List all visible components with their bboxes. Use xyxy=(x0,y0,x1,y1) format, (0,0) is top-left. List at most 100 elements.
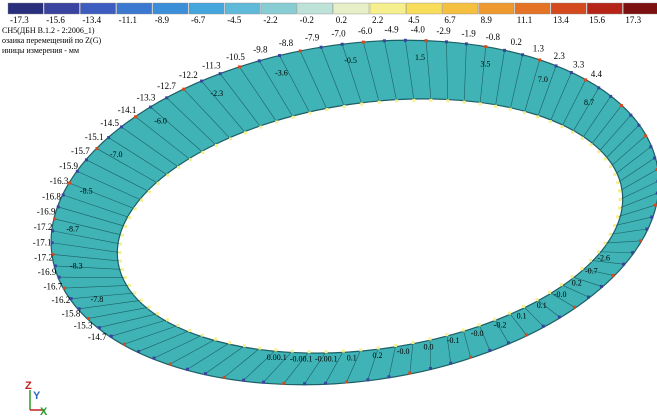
node xyxy=(157,182,160,185)
legend-swatch xyxy=(623,3,657,14)
node xyxy=(182,88,185,91)
node xyxy=(62,193,65,196)
node xyxy=(503,49,506,52)
legend-swatch xyxy=(8,3,43,14)
node xyxy=(107,136,110,139)
node xyxy=(408,372,411,375)
node xyxy=(522,305,525,308)
ring-label: -2.9 xyxy=(436,26,451,36)
node xyxy=(204,372,207,375)
node xyxy=(133,292,136,295)
node xyxy=(110,335,113,338)
ring-label: 0.1 xyxy=(537,301,547,310)
node xyxy=(395,99,398,102)
ring-label: -16.7 xyxy=(44,281,63,291)
node xyxy=(123,343,126,346)
ring-label: -7.8 xyxy=(91,295,104,304)
legend-swatch xyxy=(261,3,296,14)
ring-label: -15.3 xyxy=(74,321,93,331)
ring-label: 0.1 xyxy=(517,311,527,320)
header-line: иницы измерения - мм xyxy=(2,46,79,55)
node xyxy=(147,306,150,309)
node xyxy=(85,158,88,161)
node xyxy=(68,182,71,185)
node xyxy=(165,96,168,99)
node xyxy=(463,101,466,104)
node xyxy=(644,134,647,137)
legend-label: 11.1 xyxy=(517,15,532,25)
node xyxy=(484,45,487,48)
legend-label: -8.9 xyxy=(155,15,170,25)
legend-label: -0.2 xyxy=(300,15,314,25)
node xyxy=(478,323,481,326)
node xyxy=(140,199,143,202)
node xyxy=(629,114,632,117)
node xyxy=(124,225,127,228)
node xyxy=(590,143,593,146)
node xyxy=(177,324,180,327)
legend-swatch xyxy=(117,3,152,14)
legend-label: 0.2 xyxy=(336,15,347,25)
legend-label: 6.7 xyxy=(444,15,456,25)
node xyxy=(570,71,573,74)
legend-label: -17.3 xyxy=(10,15,29,25)
node xyxy=(169,363,172,366)
node xyxy=(603,242,606,245)
node xyxy=(616,215,619,218)
node xyxy=(53,217,56,220)
node xyxy=(560,283,563,286)
node xyxy=(152,357,155,360)
legend-label: -15.6 xyxy=(46,15,65,25)
node xyxy=(523,111,526,114)
legend-swatch xyxy=(551,3,586,14)
legend-swatch xyxy=(153,3,188,14)
ring-label: -15.7 xyxy=(71,146,90,156)
ring-label: 1.3 xyxy=(533,43,545,53)
node xyxy=(622,263,625,266)
ring-label: -0.0 xyxy=(471,329,484,338)
node xyxy=(445,40,448,43)
node xyxy=(509,108,512,111)
ring-label: -17.1 xyxy=(33,237,52,247)
node xyxy=(189,158,192,161)
node xyxy=(124,276,127,279)
node xyxy=(404,39,407,42)
node xyxy=(377,346,380,349)
node xyxy=(521,53,524,56)
node xyxy=(429,99,432,102)
ring-label: 7.0 xyxy=(538,75,548,84)
node xyxy=(619,198,622,201)
node xyxy=(274,348,277,351)
node xyxy=(494,105,497,108)
node xyxy=(653,157,656,160)
legend-label: -11.1 xyxy=(119,15,137,25)
header-line: озаика перемещений по Z(G) xyxy=(2,36,101,45)
node xyxy=(465,42,468,45)
node xyxy=(343,105,346,108)
legend-label: 15.6 xyxy=(589,15,605,25)
node xyxy=(342,350,345,353)
ring-label: 0.1 xyxy=(347,353,357,362)
node xyxy=(429,367,432,370)
ring-label: -15.9 xyxy=(59,161,78,171)
legend-label: 13.4 xyxy=(553,15,569,25)
node xyxy=(362,41,365,44)
ring-label: -17.2 xyxy=(34,222,53,232)
axis-y: Y xyxy=(33,390,41,402)
node xyxy=(609,95,612,98)
node xyxy=(186,368,189,371)
node xyxy=(58,276,61,279)
ring-label: -3.6 xyxy=(275,68,288,77)
node xyxy=(571,131,574,134)
node xyxy=(118,251,121,254)
node xyxy=(134,207,137,210)
ring-label: -16.9 xyxy=(38,267,57,277)
legend-swatch xyxy=(334,3,369,14)
node xyxy=(429,337,432,340)
node xyxy=(87,317,90,320)
node xyxy=(121,234,124,237)
legend-swatch xyxy=(298,3,333,14)
node xyxy=(411,341,414,344)
ring-label: -0.00.1 xyxy=(290,354,313,363)
ring-label: -11.3 xyxy=(202,61,221,71)
